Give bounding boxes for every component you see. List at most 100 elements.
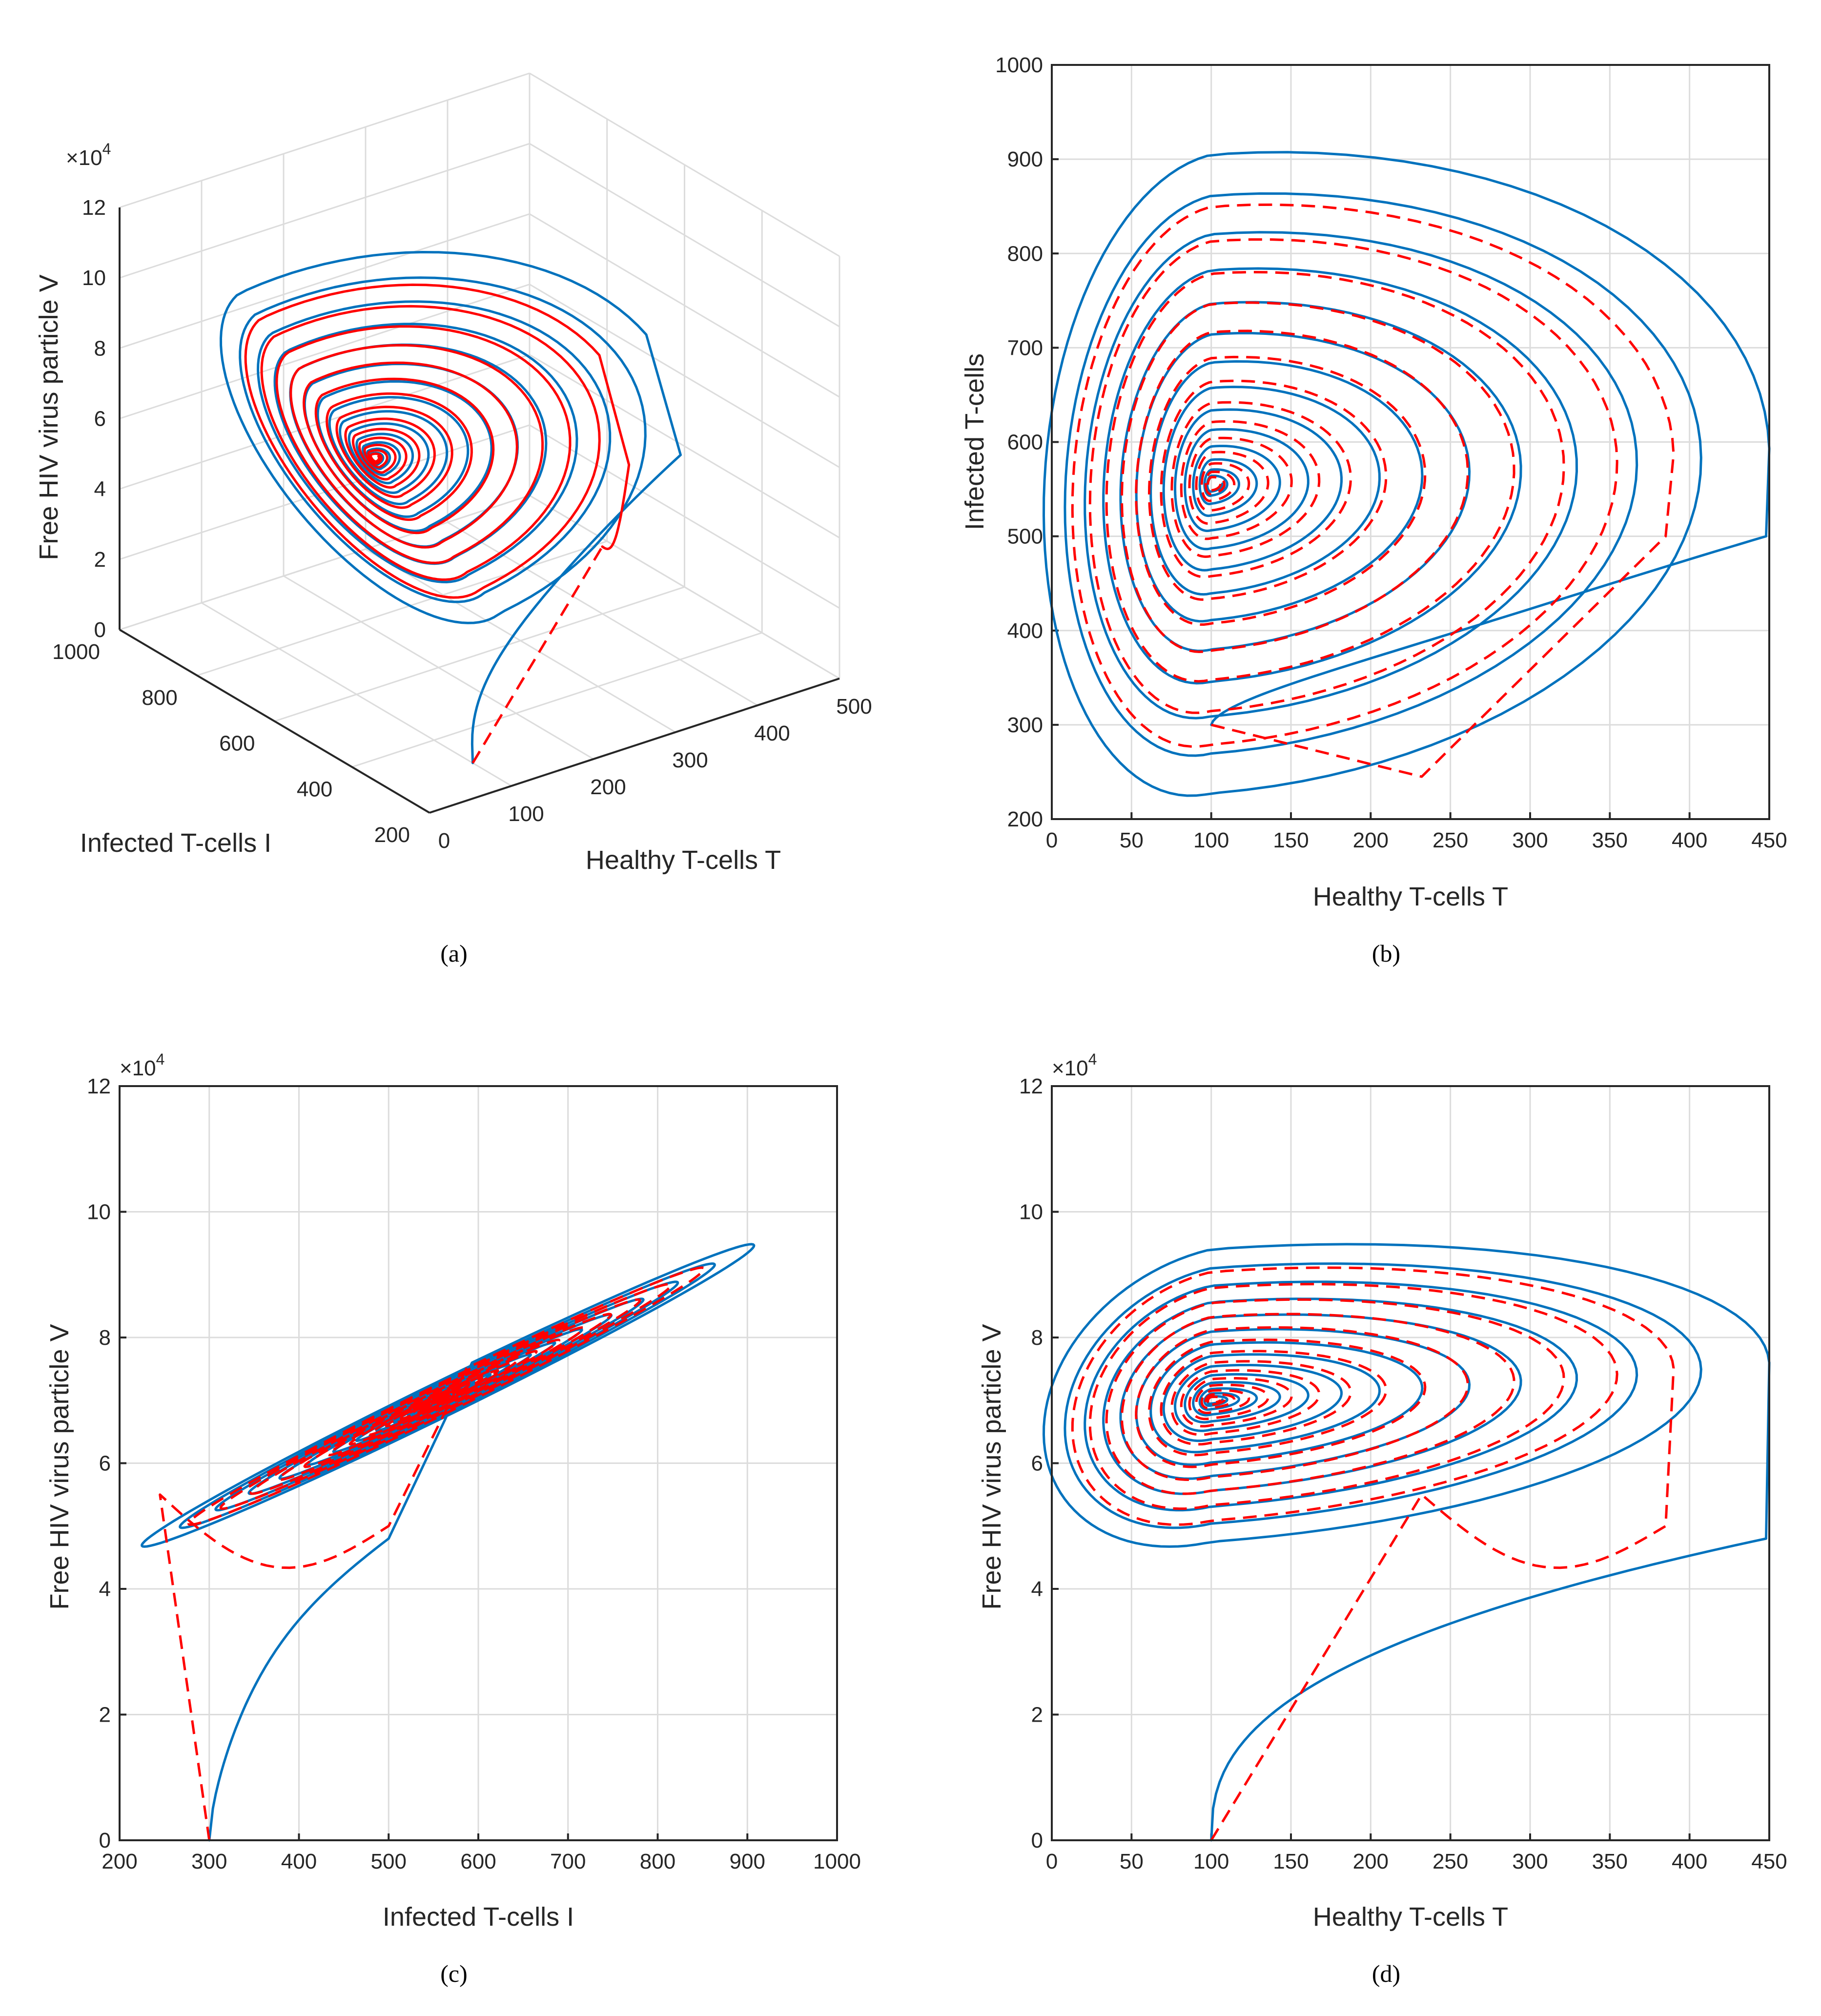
x-tick-label: 300 — [1512, 828, 1548, 852]
grid-line-back-v — [119, 213, 530, 349]
x-tick-label: 500 — [371, 1850, 407, 1873]
y-tick-label: 800 — [1007, 242, 1043, 266]
y-tick-label: 0 — [99, 1829, 111, 1852]
x-tick-label: 400 — [1672, 1850, 1707, 1873]
series-solid-blue — [1043, 151, 1771, 797]
panel-d-series — [1043, 1243, 1771, 1842]
grid-line-back-v — [119, 143, 530, 279]
y-tick-label: 900 — [1007, 147, 1043, 171]
z-tick-label: 8 — [94, 336, 106, 360]
y-tick-label: 200 — [374, 823, 410, 847]
z-tick-label: 0 — [94, 618, 106, 642]
panel-c-x-axis-label: Infected T-cells I — [383, 1902, 574, 1932]
series-solid-blue — [1043, 1243, 1771, 1842]
x-tick-label: 700 — [550, 1850, 586, 1873]
caption-a: (a) — [440, 940, 468, 967]
x-tick-label: 900 — [730, 1850, 765, 1873]
grid-line-back-v — [119, 72, 530, 208]
series-red — [244, 283, 631, 599]
y-tick-label: 300 — [1007, 713, 1043, 737]
x-tick-label: 100 — [1193, 828, 1229, 852]
panel-a-tick-labels: 0100200300400500200400600800100002468101… — [52, 196, 872, 853]
grid-line-floor-i — [351, 632, 762, 768]
y-tick-label: 10 — [1019, 1200, 1043, 1224]
y-tick-label: 1000 — [995, 53, 1043, 77]
z-tick-label: 10 — [82, 266, 106, 290]
panel-a-axes — [119, 207, 840, 814]
panel-d-phase-plot: 0 50 100 150 200 250 300 350 400 450 0 2 4 6 8 10 12 Hea… — [977, 1050, 1787, 1932]
x-tick-label: 350 — [1592, 1850, 1628, 1873]
panel-c-phase-plot: 200 300 400 500 600 700 800 900 1000 0 2 4 6 8 10 12 In… — [45, 1050, 861, 1932]
x-tick-label: 600 — [460, 1850, 496, 1873]
y-tick-label: 700 — [1007, 336, 1043, 360]
x-tick-label: 1000 — [813, 1850, 861, 1873]
caption-d: (d) — [1372, 1960, 1400, 1987]
x-tick-label: 100 — [1193, 1850, 1229, 1873]
grid-line-side-v — [529, 354, 840, 538]
panel-a-y-axis-label: Infected T-cells I — [80, 828, 271, 858]
x-tick-label: 400 — [281, 1850, 317, 1873]
grid-line-side-v — [529, 284, 840, 468]
x-tick-label: 400 — [1672, 828, 1707, 852]
x-tick-label: 50 — [1120, 828, 1144, 852]
caption-c: (c) — [440, 1960, 468, 1987]
x-tick-label: 100 — [508, 802, 544, 826]
x-tick-label: 200 — [1353, 828, 1389, 852]
panel-a-z-exponent: ×104 — [66, 140, 111, 170]
panel-c-axes-box — [119, 1085, 838, 1841]
y-tick-label: 200 — [1007, 807, 1043, 831]
panel-b-axes-box — [1051, 64, 1770, 820]
series-dashed-red — [1071, 203, 1675, 778]
axis-i — [119, 629, 430, 814]
grid-line-side-v — [529, 72, 840, 257]
y-tick-label: 2 — [1031, 1703, 1043, 1727]
y-tick-label: 400 — [1007, 619, 1043, 643]
panel-c-y-axis-label: Free HIV virus particle V — [45, 1324, 74, 1609]
x-tick-label: 450 — [1751, 828, 1787, 852]
y-tick-label: 12 — [1019, 1074, 1043, 1098]
panel-b-series — [1043, 151, 1771, 797]
panel-d-axes-box — [1051, 1085, 1770, 1841]
grid-line-side-v — [529, 213, 840, 398]
y-tick-label: 12 — [87, 1074, 111, 1098]
z-tick-label: 4 — [94, 477, 106, 501]
x-tick-label: 300 — [1512, 1850, 1548, 1873]
y-tick-label: 2 — [99, 1703, 111, 1727]
panel-a-x-axis-label: Healthy T-cells T — [586, 845, 781, 875]
panel-b-y-axis-label: Infected T-cells — [960, 353, 989, 530]
grid-line-floor-i — [197, 540, 608, 677]
x-tick-label: 0 — [438, 829, 450, 853]
caption-b: (b) — [1372, 940, 1400, 967]
x-tick-label: 300 — [191, 1850, 227, 1873]
series-dashed-red — [1071, 1266, 1675, 1841]
x-tick-label: 200 — [102, 1850, 137, 1873]
panel-a-z-axis-label: Free HIV virus particle V — [34, 274, 63, 560]
x-tick-label: 500 — [836, 695, 872, 719]
panel-b-tick-labels: 0 50 100 150 200 250 300 350 400 450 200 300 400 500 6… — [995, 53, 1787, 852]
x-tick-label: 350 — [1592, 828, 1628, 852]
y-tick-label: 1000 — [52, 640, 100, 664]
grid-line-side-v — [529, 143, 840, 328]
x-tick-label: 250 — [1432, 1850, 1468, 1873]
y-tick-label: 6 — [1031, 1452, 1043, 1476]
panel-d-tick-labels: 0 50 100 150 200 250 300 350 400 450 0 2 4 6 8 10 12 — [1019, 1074, 1787, 1873]
grid-line-back-v — [119, 354, 530, 490]
x-tick-label: 200 — [1353, 1850, 1389, 1873]
panel-a-grid — [119, 72, 840, 814]
panel-a-series — [220, 251, 682, 764]
x-tick-label: 450 — [1751, 1850, 1787, 1873]
x-tick-label: 800 — [640, 1850, 675, 1873]
grid-line-floor-i — [274, 586, 685, 722]
panel-d-x-axis-label: Healthy T-cells T — [1313, 1902, 1508, 1932]
y-tick-label: 8 — [99, 1326, 111, 1350]
panel-c-y-exponent: ×104 — [120, 1050, 164, 1080]
grid-line-side-v — [529, 424, 840, 609]
z-tick-label: 2 — [94, 548, 106, 572]
panel-c-tick-labels: 200 300 400 500 600 700 800 900 1000 0 2 4 6 8 10 12 — [87, 1074, 861, 1873]
x-tick-label: 200 — [590, 775, 626, 799]
panel-b-phase-plot: 0 50 100 150 200 250 300 350 400 450 200 300 400 500 6… — [960, 53, 1787, 911]
z-tick-label: 6 — [94, 407, 106, 431]
panel-b-x-axis-label: Healthy T-cells T — [1313, 882, 1508, 911]
panel-d-y-axis-label: Free HIV virus particle V — [977, 1324, 1006, 1609]
